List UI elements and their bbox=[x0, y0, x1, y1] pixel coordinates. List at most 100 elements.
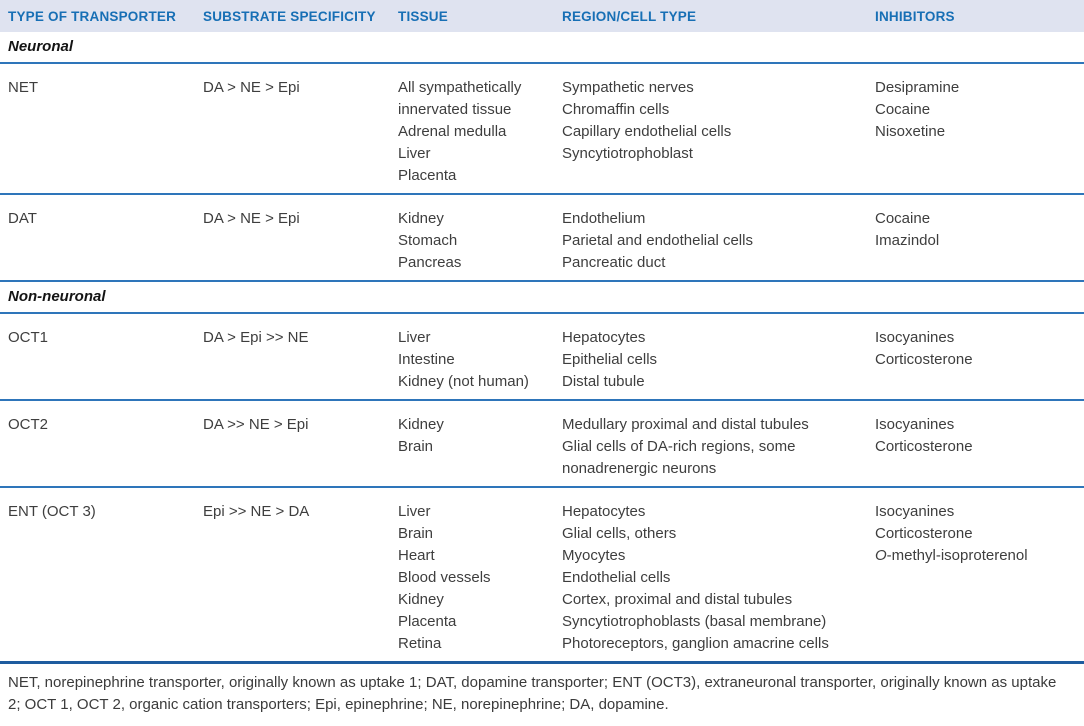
inhibitors-cell: Isocyanines Corticosterone O-methyl-isopro… bbox=[867, 487, 1084, 664]
cell-line: Brain bbox=[398, 525, 434, 542]
cell-line: Chromaffin cells bbox=[562, 101, 670, 118]
transporter-table: TYPE OF TRANSPORTER SUBSTRATE SPECIFICITY… bbox=[0, 0, 1084, 664]
cell-line: ENT (OCT 3) bbox=[8, 503, 96, 520]
tissue-cell: All sympathetically innervated tissue Adr… bbox=[390, 63, 554, 195]
cell-line: Syncytiotrophoblasts (basal membrane) bbox=[562, 613, 827, 630]
column-header: REGION/CELL TYPE bbox=[554, 0, 867, 32]
table-header: TYPE OF TRANSPORTER SUBSTRATE SPECIFICITY… bbox=[0, 0, 1084, 32]
table-footnote: NET, norepinephrine transporter, origina… bbox=[8, 674, 1057, 713]
table-body: Neuronal NET DA > NE > Epi All sympathetica… bbox=[0, 32, 1084, 664]
column-header: SUBSTRATE SPECIFICITY bbox=[195, 0, 390, 32]
cell-line: Epithelial cells bbox=[562, 351, 658, 368]
cell-line: Hepatocytes bbox=[562, 503, 646, 520]
region-cell-type-cell: Sympathetic nerves Chromaffin cells Capill… bbox=[554, 63, 867, 195]
cell-line: DA > NE > Epi bbox=[203, 79, 300, 96]
cell-line: Glial cells, others bbox=[562, 525, 677, 542]
cell-line: OCT1 bbox=[8, 329, 49, 346]
cell-line: Medullary proximal and distal tubules bbox=[562, 416, 809, 433]
tissue-cell: Kidney Brain bbox=[390, 400, 554, 488]
inhibitors-cell: Cocaine Imazindol bbox=[867, 194, 1084, 282]
cell-line: Kidney bbox=[398, 591, 444, 608]
cell-line: DA > Epi >> NE bbox=[203, 329, 309, 346]
cell-line: Kidney bbox=[398, 210, 444, 227]
cell-line: Heart bbox=[398, 547, 435, 564]
cell-line: Isocyanines bbox=[875, 329, 955, 346]
substrate-specificity-cell: DA > NE > Epi bbox=[195, 194, 390, 282]
cell-line: Isocyanines bbox=[875, 503, 955, 520]
transporter-cell: ENT (OCT 3) bbox=[0, 487, 195, 664]
header-row: TYPE OF TRANSPORTER SUBSTRATE SPECIFICITY… bbox=[0, 0, 1084, 32]
substrate-specificity-cell: DA > Epi >> NE bbox=[195, 313, 390, 401]
inhibitors-cell: Isocyanines Corticosterone bbox=[867, 400, 1084, 488]
cell-line: Stomach bbox=[398, 232, 458, 249]
cell-line: Cocaine bbox=[875, 101, 931, 118]
cell-line: Glial cells of DA-rich regions, some non… bbox=[562, 438, 796, 477]
cell-line: Liver bbox=[398, 329, 431, 346]
cell-line: OCT2 bbox=[8, 416, 49, 433]
transporter-row: OCT1 DA > Epi >> NE Liver Intestine Kidney (… bbox=[0, 313, 1084, 401]
cell-line: Desipramine bbox=[875, 79, 960, 96]
cell-line: Epi >> NE > DA bbox=[203, 503, 310, 520]
cell-line: Syncytiotrophoblast bbox=[562, 145, 693, 162]
transporter-row: NET DA > NE > Epi All sympathetically inne… bbox=[0, 63, 1084, 195]
tissue-cell: Kidney Stomach Pancreas bbox=[390, 194, 554, 282]
section-label: Non-neuronal bbox=[0, 281, 1084, 314]
cell-line: Pancreatic duct bbox=[562, 254, 666, 271]
transporter-cell: DAT bbox=[0, 194, 195, 282]
cell-line: DA > NE > Epi bbox=[203, 210, 300, 227]
cell-line: Blood vessels bbox=[398, 569, 491, 586]
region-cell-type-cell: Medullary proximal and distal tubules Gli… bbox=[554, 400, 867, 488]
substrate-specificity-cell: DA >> NE > Epi bbox=[195, 400, 390, 488]
cell-line: Endothelium bbox=[562, 210, 646, 227]
transporter-row: DAT DA > NE > Epi Kidney Stomach Pancreas End… bbox=[0, 194, 1084, 282]
italic-prefix: O bbox=[875, 547, 887, 564]
section-label: Neuronal bbox=[0, 32, 1084, 64]
cell-line: Kidney bbox=[398, 416, 444, 433]
section-row: Non-neuronal bbox=[0, 281, 1084, 314]
cell-line: Intestine bbox=[398, 351, 455, 368]
cell-line: Imazindol bbox=[875, 232, 940, 249]
cell-line: Placenta bbox=[398, 167, 457, 184]
cell-line: Sympathetic nerves bbox=[562, 79, 694, 96]
cell-line: Adrenal medulla bbox=[398, 123, 507, 140]
cell-line: Parietal and endothelial cells bbox=[562, 232, 753, 249]
region-cell-type-cell: Hepatocytes Glial cells, others Myocytes En… bbox=[554, 487, 867, 664]
cell-line: Distal tubule bbox=[562, 373, 645, 390]
cell-line: Nisoxetine bbox=[875, 123, 946, 140]
cell-line: Placenta bbox=[398, 613, 457, 630]
cell-line: Corticosterone bbox=[875, 525, 973, 542]
cell-line: Isocyanines bbox=[875, 416, 955, 433]
cell-line: Kidney (not human) bbox=[398, 373, 529, 390]
cell-line: Pancreas bbox=[398, 254, 462, 271]
transporter-row: ENT (OCT 3) Epi >> NE > DA Liver Brain Heart… bbox=[0, 487, 1084, 664]
cell-line: Hepatocytes bbox=[562, 329, 646, 346]
cell-line: Liver bbox=[398, 503, 431, 520]
cell-line: O-methyl-isoproterenol bbox=[875, 547, 1028, 564]
cell-line: Brain bbox=[398, 438, 434, 455]
cell-line: Liver bbox=[398, 145, 431, 162]
substrate-specificity-cell: Epi >> NE > DA bbox=[195, 487, 390, 664]
transporter-cell: NET bbox=[0, 63, 195, 195]
cell-line: DAT bbox=[8, 210, 37, 227]
transporter-cell: OCT2 bbox=[0, 400, 195, 488]
inhibitors-cell: Isocyanines Corticosterone bbox=[867, 313, 1084, 401]
cell-line: Cocaine bbox=[875, 210, 931, 227]
region-cell-type-cell: Hepatocytes Epithelial cells Distal tubule bbox=[554, 313, 867, 401]
substrate-specificity-cell: DA > NE > Epi bbox=[195, 63, 390, 195]
cell-line: Cortex, proximal and distal tubules bbox=[562, 591, 793, 608]
cell-line: Myocytes bbox=[562, 547, 626, 564]
cell-line: DA >> NE > Epi bbox=[203, 416, 309, 433]
cell-line: Capillary endothelial cells bbox=[562, 123, 732, 140]
tissue-cell: Liver Intestine Kidney (not human) bbox=[390, 313, 554, 401]
inhibitors-cell: Desipramine Cocaine Nisoxetine bbox=[867, 63, 1084, 195]
tissue-cell: Liver Brain Heart Blood vessels Kidney Placen… bbox=[390, 487, 554, 664]
column-header: TYPE OF TRANSPORTER bbox=[0, 0, 195, 32]
cell-line: NET bbox=[8, 79, 38, 96]
transporter-row: OCT2 DA >> NE > Epi Kidney Brain Medullary p… bbox=[0, 400, 1084, 488]
cell-line: Photoreceptors, ganglion amacrine cells bbox=[562, 635, 829, 652]
section-row: Neuronal bbox=[0, 32, 1084, 64]
column-header: INHIBITORS bbox=[867, 0, 1084, 32]
region-cell-type-cell: Endothelium Parietal and endothelial cell… bbox=[554, 194, 867, 282]
cell-line: Corticosterone bbox=[875, 438, 973, 455]
